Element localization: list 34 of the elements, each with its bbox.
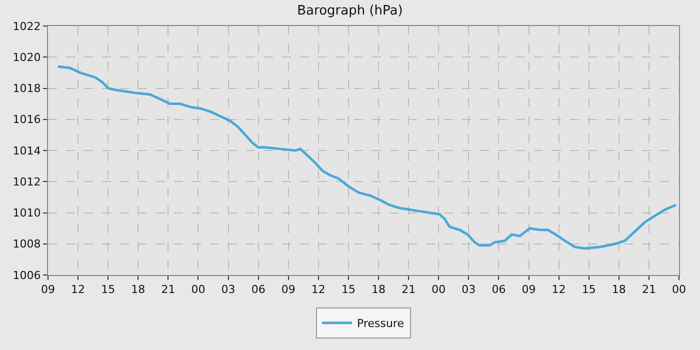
x-tick-label: 12: [311, 283, 326, 296]
x-tick-label: 06: [251, 283, 266, 296]
x-tick-label: 18: [372, 283, 386, 296]
y-tick-label: 1014: [12, 144, 41, 158]
y-tick-label: 1018: [12, 82, 41, 96]
y-tick-label: 1022: [12, 20, 41, 33]
x-tick-label: 09: [522, 283, 536, 296]
y-tick-label: 1016: [12, 113, 41, 126]
x-tick-label: 15: [101, 283, 116, 296]
x-tick-label: 21: [642, 283, 656, 296]
x-tick-label: 18: [131, 283, 146, 296]
x-tick-label: 09: [281, 283, 296, 296]
x-tick-label: 00: [191, 283, 206, 296]
chart-title: Barograph (hPa): [297, 3, 403, 18]
x-tick-label: 00: [432, 283, 446, 296]
x-tick-label: 09: [41, 283, 55, 296]
x-tick-label: 12: [552, 283, 566, 296]
x-tick-label: 06: [492, 283, 506, 296]
x-tick-label: 15: [582, 283, 596, 296]
y-tick-label: 1008: [12, 238, 41, 251]
x-tick-label: 12: [71, 283, 86, 296]
line-series: [56, 65, 678, 250]
y-tick-label: 1010: [12, 206, 41, 220]
x-tick-label: 21: [161, 283, 176, 296]
x-tick-label: 03: [462, 283, 476, 296]
y-tick-label: 1020: [12, 50, 41, 64]
y-tick-label: 1006: [12, 268, 41, 282]
x-tick-label: 15: [341, 283, 356, 296]
x-tick-label: 03: [221, 283, 236, 296]
x-tick-label: 18: [612, 283, 626, 296]
x-tick-label: 00: [672, 283, 686, 296]
x-tick-label: 21: [402, 283, 416, 296]
legend-label: Pressure: [357, 317, 404, 330]
y-tick-label: 1012: [12, 175, 41, 188]
